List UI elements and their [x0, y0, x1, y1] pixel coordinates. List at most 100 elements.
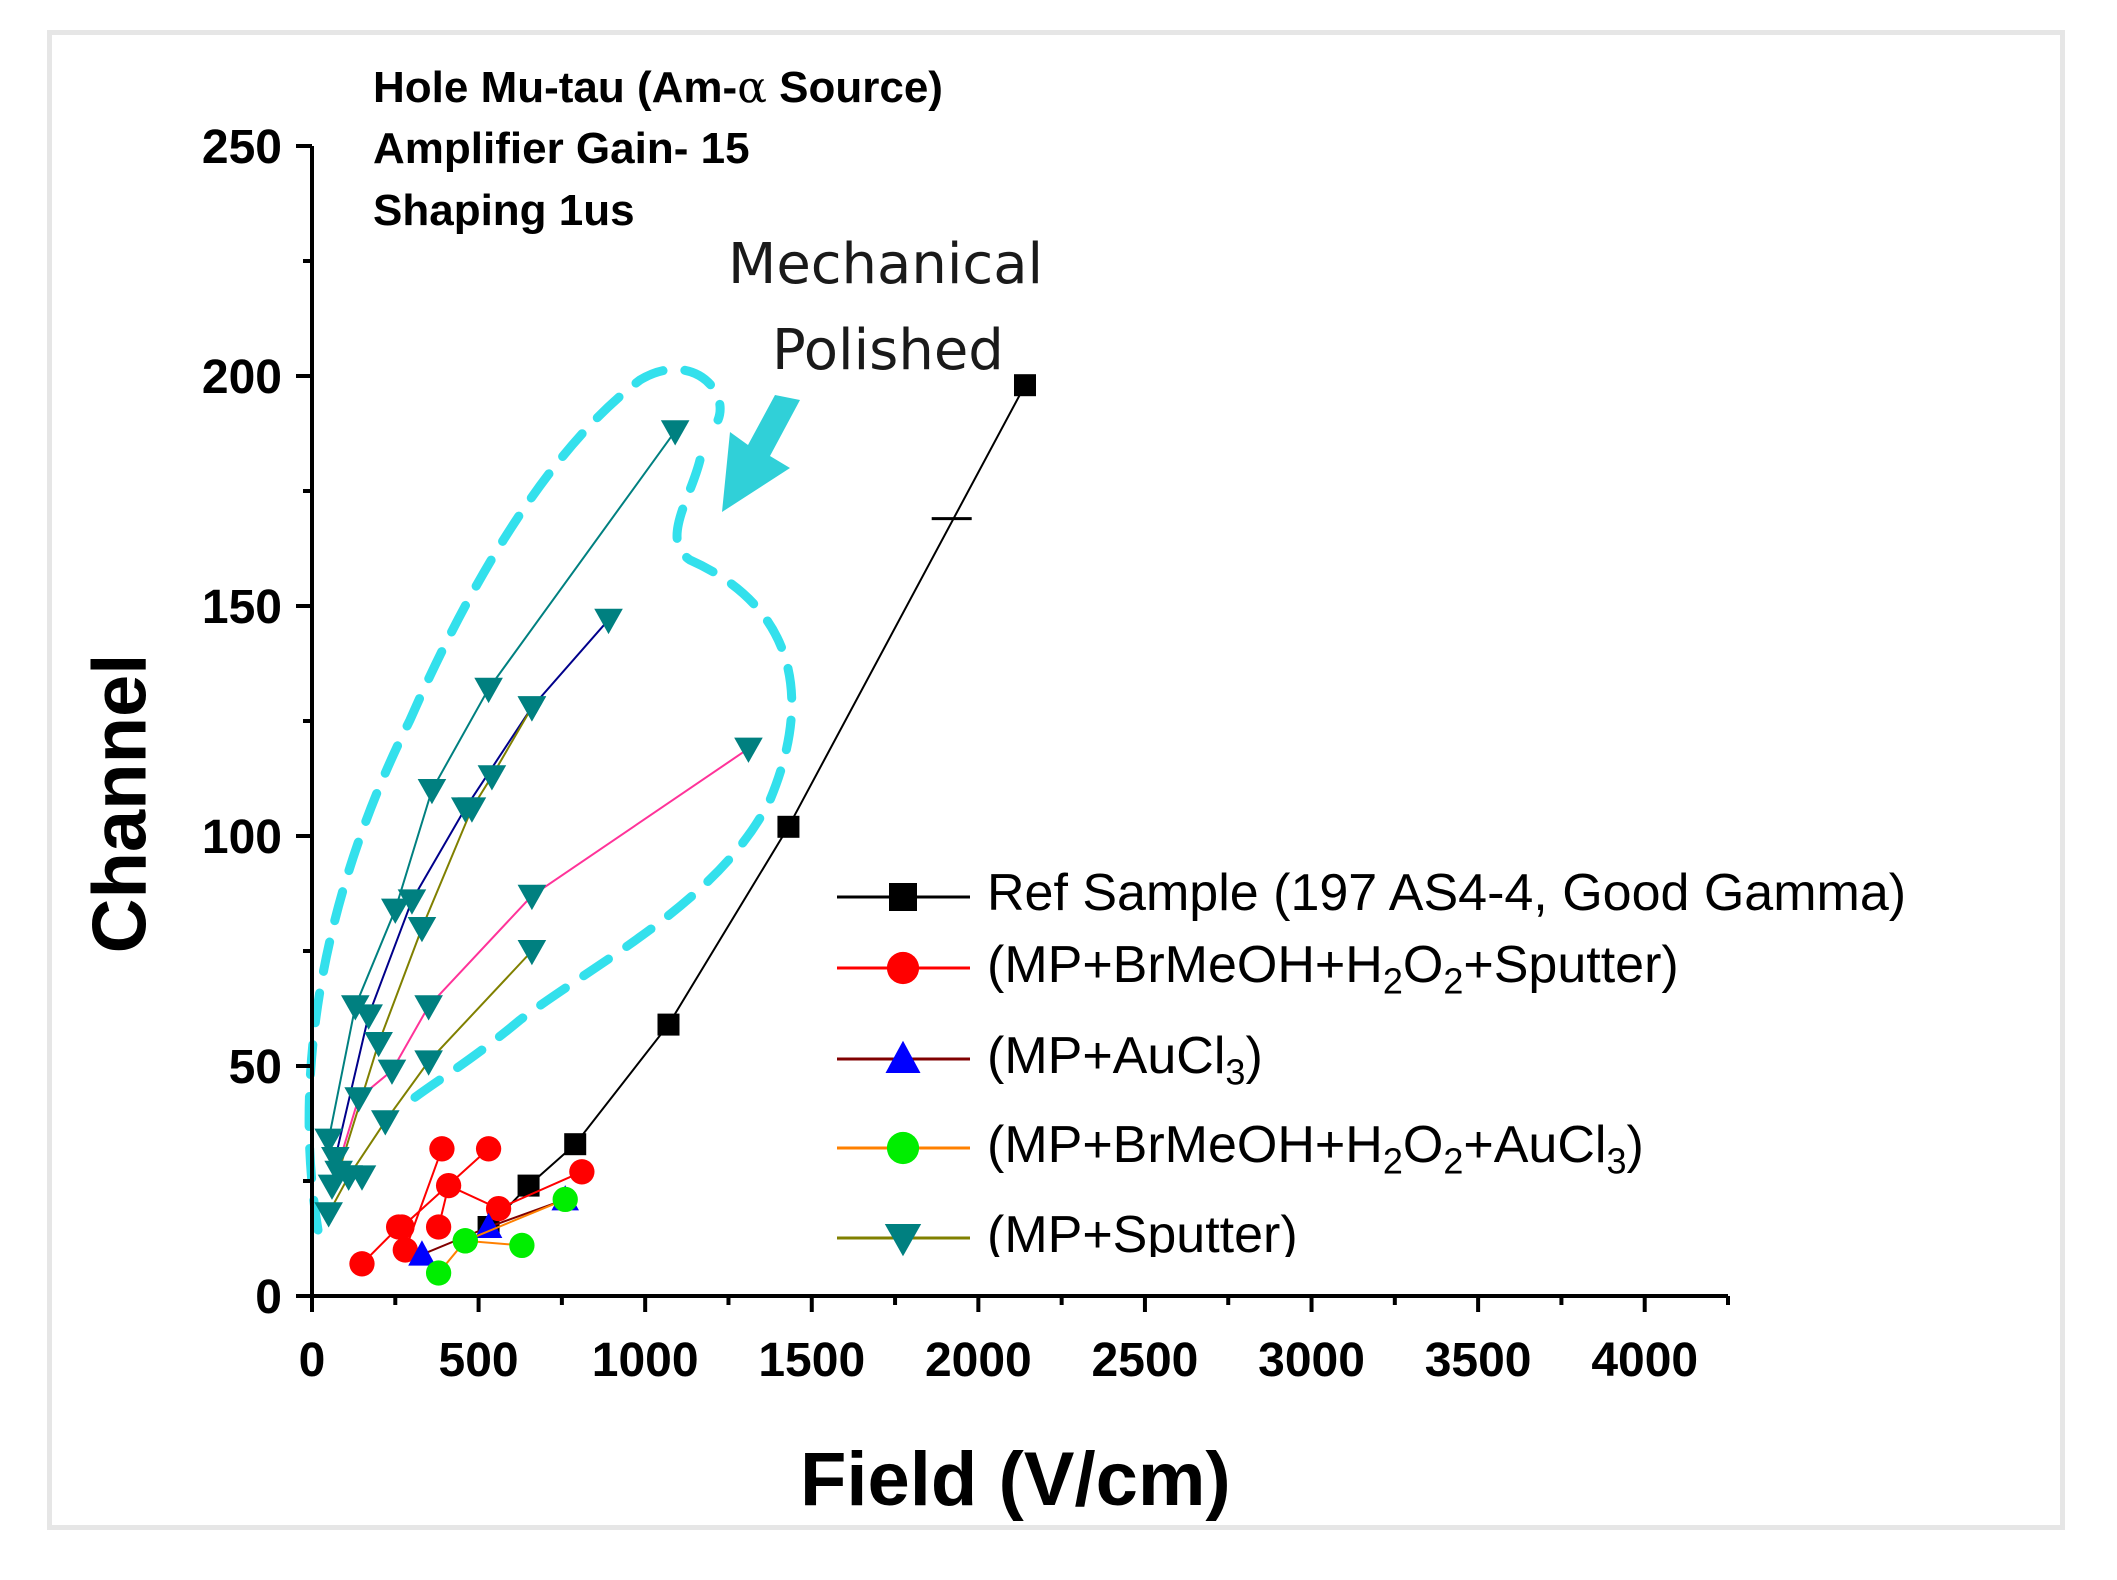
- data-point: [349, 1251, 375, 1277]
- data-point: [341, 995, 370, 1021]
- x-tick-label: 2000: [925, 1334, 1032, 1387]
- callout-line1: Mechanical: [728, 232, 1044, 297]
- data-point: [364, 1032, 393, 1058]
- data-point: [321, 1147, 350, 1173]
- x-tick-label: 4000: [1591, 1334, 1698, 1387]
- annotation-line1-end: Source): [766, 63, 943, 112]
- series-line: [337, 706, 533, 1173]
- legend-marker: [886, 1131, 920, 1165]
- data-point: [408, 1240, 436, 1266]
- data-point: [344, 1087, 373, 1113]
- series-line: [331, 747, 750, 1186]
- legend-subscript: 3: [1225, 1051, 1246, 1093]
- legend-text-part: O: [1402, 936, 1444, 994]
- legend-subscript: 3: [1606, 1140, 1627, 1182]
- data-point: [564, 1133, 587, 1156]
- y-tick-label: 200: [202, 351, 282, 404]
- annotation-line2: Amplifier Gain- 15: [373, 124, 750, 173]
- legend-subscript: 2: [1382, 960, 1403, 1002]
- data-point: [474, 1212, 503, 1238]
- data-point: [477, 765, 507, 791]
- data-point: [397, 889, 427, 915]
- data-point: [552, 1186, 578, 1213]
- series-line: [327, 430, 676, 1140]
- series-line: [487, 384, 1026, 1228]
- x-tick-label: 1500: [758, 1334, 865, 1387]
- data-point: [517, 696, 547, 722]
- data-point: [452, 1228, 478, 1254]
- x-tick-label: 1000: [592, 1334, 699, 1387]
- data-point: [485, 1195, 512, 1222]
- data-point: [435, 1172, 462, 1199]
- y-tick-label: 250: [202, 121, 282, 174]
- data-point: [657, 1013, 680, 1036]
- data-point: [474, 677, 503, 704]
- callout-line2: Polished: [772, 318, 1004, 383]
- legend-marker: [886, 951, 920, 985]
- alpha-symbol: α: [737, 62, 767, 113]
- data-point: [414, 995, 443, 1021]
- data-point: [417, 779, 447, 805]
- legend-text-part: O: [1402, 1116, 1444, 1174]
- y-axis-title: Channel: [77, 653, 163, 954]
- y-tick-label: 0: [255, 1271, 282, 1324]
- x-tick-label: 0: [299, 1334, 326, 1387]
- legend-ref-text: Ref Sample (197 AS4-4, Good Gamma): [987, 864, 1907, 922]
- data-point: [392, 1237, 418, 1263]
- data-point: [370, 1110, 400, 1136]
- figure-frame: [47, 30, 2065, 1530]
- x-tick-label: 3000: [1258, 1334, 1365, 1387]
- annotation-line1-text: Hole Mu-tau (Am-: [373, 63, 738, 112]
- data-point: [429, 1136, 455, 1162]
- data-point: [734, 737, 763, 763]
- x-tick-label: 500: [439, 1334, 519, 1387]
- series-line: [334, 619, 610, 1159]
- y-tick-label: 100: [202, 811, 282, 864]
- data-point: [354, 1004, 383, 1030]
- legend-text-part: (MP+BrMeOH+H: [987, 936, 1383, 994]
- legend-text-part: (MP+BrMeOH+H: [987, 1116, 1383, 1174]
- data-point: [475, 1136, 502, 1162]
- legend-text-part: ): [1626, 1116, 1644, 1174]
- dashed-outline: [304, 364, 797, 1235]
- data-point: [425, 1214, 452, 1240]
- legend-label-aucl3: (MP+AuCl3): [987, 1026, 1263, 1093]
- data-point: [1013, 374, 1036, 397]
- data-point: [509, 1232, 535, 1259]
- data-point: [377, 1059, 407, 1085]
- x-tick-label: 3500: [1425, 1334, 1532, 1387]
- series-line: [464, 1198, 566, 1242]
- y-tick-label: 50: [229, 1041, 282, 1094]
- legend-text-part: +AuCl: [1463, 1116, 1607, 1174]
- data-point: [569, 1159, 595, 1185]
- data-point: [517, 884, 547, 911]
- legend-label-brmeoh-aucl3: (MP+BrMeOH+H2O2+AuCl3): [987, 1115, 1644, 1182]
- data-point: [414, 1050, 443, 1076]
- legend-label-ref: Ref Sample (197 AS4-4, Good Gamma): [987, 863, 1906, 923]
- legend-marker: [884, 1224, 922, 1257]
- data-point: [314, 1128, 343, 1154]
- legend-sputter-text: (MP+Sputter): [987, 1206, 1298, 1257]
- legend-subscript: 2: [1443, 960, 1464, 1002]
- data-point: [314, 1202, 343, 1228]
- legend-marker: [885, 1040, 921, 1073]
- legend-subscript: 2: [1382, 1140, 1403, 1182]
- x-axis-title: Field (V/cm): [800, 1437, 1231, 1522]
- x-tick-label: 2500: [1092, 1334, 1199, 1387]
- legend-marker: [889, 883, 917, 911]
- annotation-line3: Shaping 1us: [373, 186, 635, 235]
- legend-label-sputter: (MP+Sputter): [987, 1205, 1298, 1257]
- series-line: [437, 1170, 583, 1228]
- legend-text-part: (MP+AuCl: [987, 1027, 1226, 1085]
- data-point: [594, 608, 623, 635]
- y-tick-label: 150: [202, 581, 282, 634]
- data-point: [777, 815, 800, 838]
- data-point: [517, 1174, 540, 1197]
- data-point: [407, 917, 437, 943]
- legend-label-brmeoh-sputter: (MP+BrMeOH+H2O2+Sputter): [987, 935, 1679, 1002]
- data-point: [389, 1214, 415, 1240]
- data-point: [425, 1260, 452, 1286]
- data-point: [517, 940, 547, 966]
- data-point: [317, 1174, 347, 1200]
